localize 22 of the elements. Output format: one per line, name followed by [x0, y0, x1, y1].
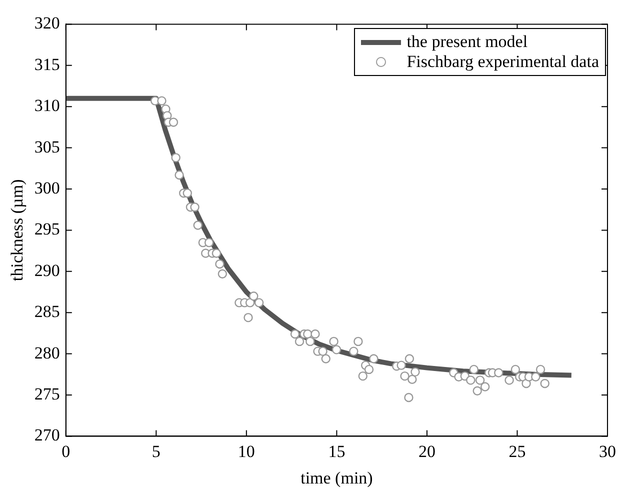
y-axis-title: thickness (µm): [8, 179, 27, 282]
y-tick-label: 315: [34, 54, 60, 74]
legend-label: Fischbarg experimental data: [406, 52, 599, 72]
y-tick-label: 305: [34, 137, 60, 156]
x-tick-label: 10: [238, 442, 255, 461]
y-tick-label: 290: [34, 260, 60, 280]
y-tick-label: 270: [34, 426, 60, 445]
y-tick-label: 285: [34, 302, 60, 322]
x-tick-label: 25: [508, 442, 526, 461]
y-tick-label: 310: [34, 96, 60, 116]
y-tick-label: 300: [34, 178, 60, 198]
y-tick-label: 280: [34, 343, 60, 362]
x-tick-label: 0: [62, 442, 70, 461]
x-tick-label: 15: [328, 442, 346, 461]
x-tick-label: 5: [152, 442, 160, 461]
x-axis-title: time (min): [300, 468, 373, 488]
legend-label: the present model: [406, 32, 528, 52]
y-tick-label: 275: [34, 384, 60, 404]
y-tick-label: 320: [34, 14, 60, 33]
x-tick-label: 20: [418, 442, 436, 461]
x-tick-label: 30: [599, 442, 616, 461]
y-tick-label: 295: [34, 220, 60, 239]
